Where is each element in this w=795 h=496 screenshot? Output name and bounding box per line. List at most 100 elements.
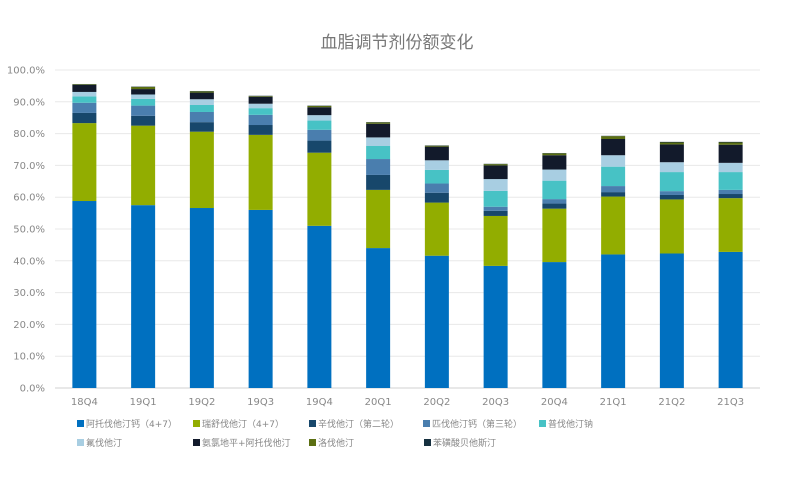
x-tick-label: 21Q1 [600,397,627,408]
bar-segment [424,146,449,161]
bar-segment [542,208,567,263]
legend-swatch [309,420,316,427]
bar-segment [424,145,449,147]
bar-segment [189,111,214,123]
legend-label: 普伐他汀钠 [548,418,593,430]
bar-segment [366,122,391,124]
bar-segment [659,199,684,254]
y-tick-label: 30.0% [13,288,45,299]
bar-segment [72,112,97,124]
x-tick-label: 20Q1 [365,397,392,408]
bar-segment [366,174,391,190]
legend-label: 瑞舒伐他汀（4+7） [202,418,284,430]
bar-segment [601,186,626,193]
bar-segment [601,196,626,255]
bar-segment [366,146,391,160]
bar-segment [718,251,743,388]
x-tick-label: 19Q1 [130,397,157,408]
y-tick-label: 80.0% [13,129,45,140]
bar-segment [189,122,214,132]
bar-segment [424,192,449,203]
bar-segment [248,209,273,388]
bar-segment [366,137,391,147]
legend-swatch [539,420,546,427]
bar-segment [131,89,156,95]
bar-segment [72,123,97,202]
bar-segment [189,92,214,100]
bar-segment [718,162,743,173]
x-tick-label: 20Q4 [541,397,568,408]
y-tick-label: 90.0% [13,97,45,108]
bar-segment [131,205,156,388]
x-tick-label: 20Q2 [423,397,450,408]
legend-swatch [309,439,316,446]
bar-segment [659,194,684,200]
x-tick-label: 18Q4 [71,397,98,408]
bar-segment [72,91,97,97]
bar-segment [424,160,449,170]
legend-label: 阿托伐他汀钙（4+7） [86,418,177,430]
bar-segment [601,139,626,156]
bar-segment [248,96,273,97]
y-tick-label: 40.0% [13,256,45,267]
bar-segment [248,134,273,210]
bar-segment [131,125,156,206]
legend-swatch [193,439,200,446]
legend-swatch [423,420,430,427]
y-tick-label: 0.0% [20,384,45,395]
bar-segment [601,166,626,187]
bar-segment [189,91,214,93]
bar-segment [248,125,273,135]
bar-segment [131,86,156,90]
bar-segment [659,144,684,163]
bar-segment [248,114,273,126]
bar-segment [307,107,332,116]
chart-title: 血脂调节剂份额变化 [321,33,474,53]
bar-segment [424,183,449,193]
bar-segment [483,265,508,388]
y-tick-label: 50.0% [13,225,45,236]
x-tick-label: 19Q2 [188,397,215,408]
legend-label: 辛伐他汀（第二轮） [318,418,399,430]
bar-segment [72,84,97,92]
legend-label: 匹伐他汀钙（第三轮） [432,418,522,430]
y-tick-label: 100.0% [7,66,45,77]
bar-segment [659,142,684,145]
bar-segment [542,169,567,181]
bar-segment [483,179,508,191]
y-tick-label: 10.0% [13,352,45,363]
bar-segment [72,201,97,388]
bar-segment [366,189,391,249]
bar-segment [542,180,567,200]
bar-segment [659,191,684,195]
bar-segment [131,98,156,106]
x-tick-label: 19Q3 [247,397,274,408]
bar-segment [307,140,332,153]
bar-segment [72,102,97,113]
bar-segment [307,120,332,130]
bar-segment [248,108,273,115]
bar-segment [307,152,332,226]
bar-segment [248,103,273,109]
y-tick-label: 70.0% [13,161,45,172]
bar-segment [72,84,97,85]
bar-segment [366,123,391,138]
legend-swatch [424,439,431,446]
bar-segment [131,115,156,126]
bar-segment [718,189,743,195]
bar-segment [718,172,743,190]
y-tick-label: 20.0% [13,320,45,331]
bar-segment [659,172,684,192]
bar-segment [189,99,214,105]
bar-segment [307,129,332,141]
bar-segment [601,136,626,140]
bar-segment [189,208,214,388]
bar-segment [542,262,567,388]
bar-segment [131,105,156,116]
bar-segment [483,164,508,166]
legend-label: 苯磺酸贝他斯汀 [433,437,496,449]
bar-segment [424,255,449,388]
x-tick-label: 21Q2 [658,397,685,408]
bar-segment [718,198,743,252]
